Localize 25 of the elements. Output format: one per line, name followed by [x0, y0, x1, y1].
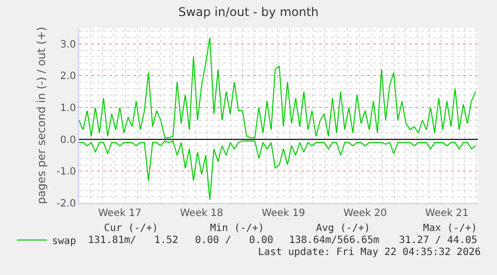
text: 0.00 / 0.00	[195, 235, 274, 246]
y-tick-label: 0.0	[60, 134, 76, 146]
x-tick-label: Week 19	[262, 208, 306, 219]
y-tick-label: -2.0	[56, 198, 76, 210]
x-tick-label: Week 18	[180, 208, 224, 219]
x-tick-label: Week 21	[425, 208, 469, 219]
text: 131.81m/ 1.52	[88, 235, 178, 246]
legend-label: swap	[52, 236, 76, 247]
x-tick-label: Week 17	[98, 208, 142, 219]
text: Min (-/+)	[210, 223, 264, 234]
text: Avg (-/+)	[316, 223, 370, 234]
line-series	[79, 37, 476, 138]
x-tick-label: Week 20	[344, 208, 387, 219]
text: Cur (-/+)	[104, 223, 158, 234]
text: Last update: Fri May 22 04:35:32 2026	[258, 247, 481, 258]
text: 138.64m/566.65m	[289, 235, 380, 246]
line-series	[79, 140, 476, 200]
chart-title: Swap in/out - by month	[178, 5, 319, 20]
y-tick-label: 3.0	[60, 39, 76, 50]
text: 31.27 / 44.05	[399, 235, 478, 246]
y-tick-label: 2.0	[60, 71, 76, 82]
text: Max (-/+)	[423, 223, 478, 234]
y-tick-label: 1.0	[60, 103, 76, 114]
y-axis-title: pages per second in (-) / out (+)	[35, 26, 48, 204]
y-tick-label: -1.0	[56, 166, 76, 178]
